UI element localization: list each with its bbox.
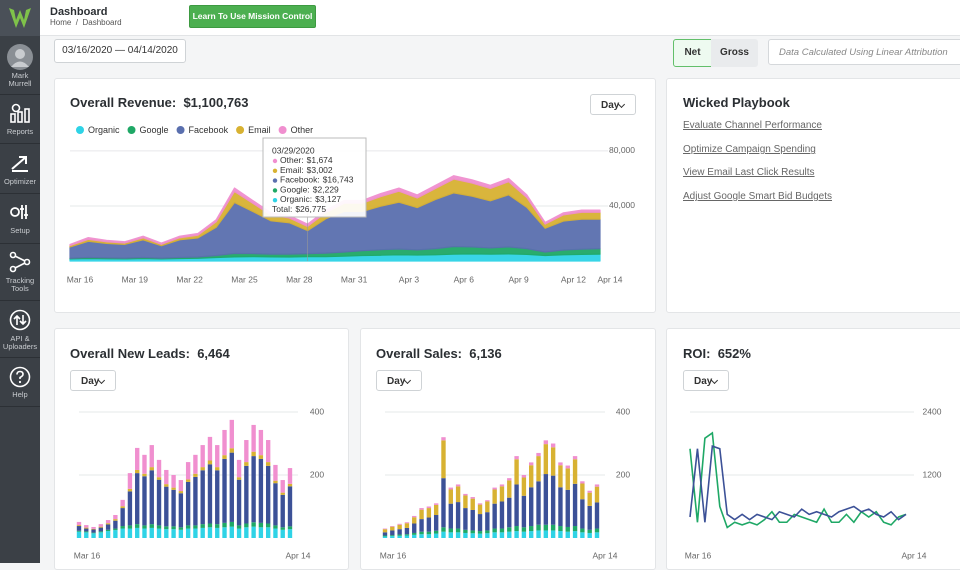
period-dropdown[interactable]: Day (70, 370, 116, 391)
tracking-icon[interactable] (9, 251, 31, 273)
date-range-picker[interactable]: 03/16/2020 — 04/14/2020 (54, 39, 186, 63)
reports-icon[interactable] (10, 103, 30, 123)
breadcrumb-current: Dashboard (82, 18, 122, 27)
title: Overall Sales: (376, 346, 462, 361)
playbook-link[interactable]: Optimize Campaign Spending (683, 144, 816, 155)
attribution-field[interactable]: Data Calculated Using Linear Attribution (768, 39, 960, 65)
leads-panel (54, 328, 349, 570)
gross-toggle[interactable]: Gross (711, 39, 758, 67)
nav-item[interactable]: Setup (10, 226, 30, 235)
period-dropdown[interactable]: Day (683, 370, 729, 391)
optimizer-icon[interactable] (10, 153, 30, 173)
logo (0, 0, 40, 36)
page-title: Dashboard (50, 6, 108, 18)
nav-item[interactable]: Reports (6, 127, 34, 136)
summary: 6,136 (469, 346, 502, 361)
panel-title: Overall Revenue: $1,100,763 (70, 95, 249, 110)
playbook-link[interactable]: Adjust Google Smart Bid Budgets (683, 191, 832, 202)
sidebar: Mark Murrell Reports Optimizer Setup Tra… (0, 0, 40, 563)
summary: 652% (717, 346, 751, 361)
panel-title: Overall Sales: 6,136 (376, 346, 502, 361)
user-name[interactable]: Mark Murrell (8, 71, 32, 88)
playbook-link[interactable]: Evaluate Channel Performance (683, 120, 822, 131)
help-icon[interactable] (9, 366, 31, 388)
avatar[interactable] (7, 44, 33, 70)
period-dropdown[interactable]: Day (590, 94, 636, 115)
sales-panel (360, 328, 656, 570)
playbook-title: Wicked Playbook (683, 95, 790, 110)
period-dropdown[interactable]: Day (376, 370, 422, 391)
panel-title: Overall New Leads: 6,464 (70, 346, 230, 361)
playbook-panel (666, 78, 960, 313)
header: Dashboard Home / Dashboard Learn To Use … (40, 0, 960, 36)
title: ROI: (683, 346, 711, 361)
roi-panel (666, 328, 960, 570)
help-button[interactable]: Learn To Use Mission Control (189, 5, 316, 28)
summary: 6,464 (197, 346, 230, 361)
breadcrumb-link[interactable]: Home (50, 18, 72, 27)
nav-item[interactable]: Tracking Tools (5, 276, 35, 293)
nav-item[interactable]: API & Uploaders (2, 334, 38, 351)
breadcrumb: Home / Dashboard (50, 18, 122, 27)
title: Overall Revenue: (70, 95, 177, 110)
nav-item[interactable]: Optimizer (3, 177, 37, 186)
nav-item[interactable]: Help (12, 390, 28, 399)
summary: $1,100,763 (183, 95, 249, 110)
title: Overall New Leads: (70, 346, 190, 361)
revenue-panel (54, 78, 656, 313)
panel-title: ROI: 652% (683, 346, 751, 361)
setup-icon[interactable] (9, 203, 31, 221)
api-icon[interactable] (9, 309, 31, 331)
net-toggle[interactable]: Net (673, 39, 712, 67)
playbook-link[interactable]: View Email Last Click Results (683, 167, 815, 178)
